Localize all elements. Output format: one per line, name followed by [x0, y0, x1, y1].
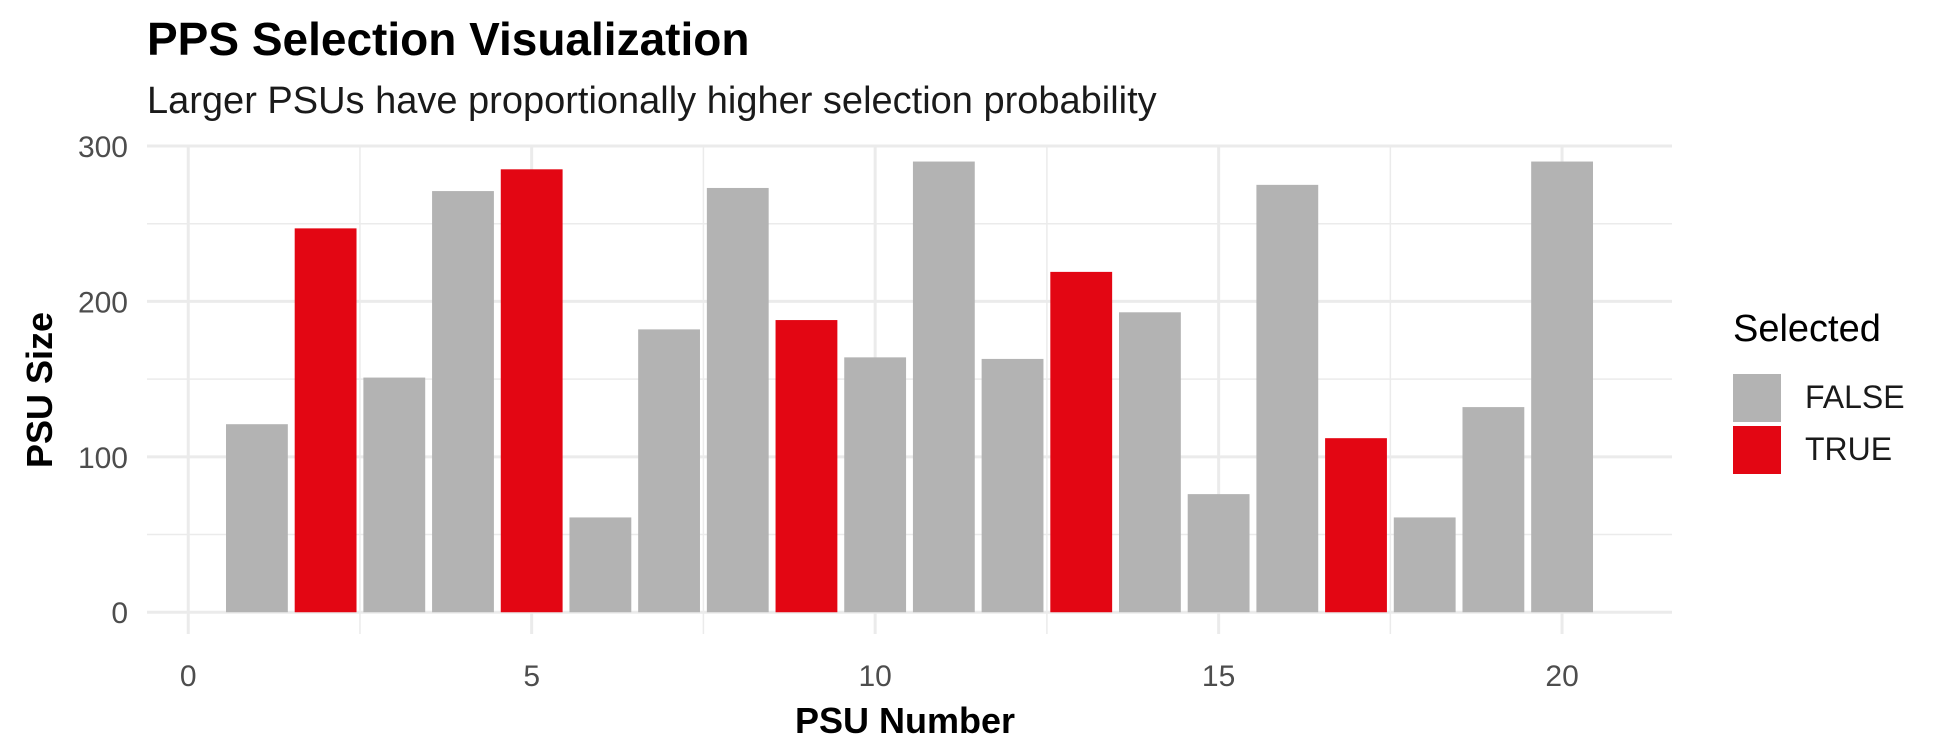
bar-psu-18	[1393, 517, 1456, 613]
bar-psu-15	[1187, 494, 1250, 613]
chart-subtitle: Larger PSUs have proportionally higher s…	[147, 80, 1157, 122]
bar-psu-20	[1531, 161, 1594, 613]
chart-title: PPS Selection Visualization	[147, 13, 750, 65]
y-tick-label: 0	[111, 597, 128, 630]
x-tick-label: 0	[180, 660, 197, 693]
legend-label-true: TRUE	[1805, 431, 1893, 467]
bar-psu-12	[981, 358, 1044, 613]
bar-psu-1	[225, 424, 288, 613]
bar-psu-13	[1050, 271, 1113, 613]
bar-psu-8	[706, 187, 769, 613]
bar-psu-6	[569, 517, 632, 613]
bar-layer	[225, 161, 1594, 613]
legend-label-false: FALSE	[1805, 379, 1905, 415]
legend-key-false	[1733, 374, 1781, 422]
bar-psu-11	[912, 161, 975, 613]
x-axis-title: PSU Number	[795, 700, 1015, 741]
y-tick-label: 200	[78, 286, 128, 319]
bar-psu-14	[1119, 312, 1181, 613]
y-tick-label: 300	[78, 131, 128, 164]
x-tick-label: 10	[858, 660, 891, 693]
x-tick-label: 20	[1545, 660, 1578, 693]
x-tick-label: 15	[1202, 660, 1235, 693]
bar-psu-2	[294, 228, 357, 613]
bar-psu-5	[500, 169, 563, 613]
x-tick-label: 5	[523, 660, 540, 693]
bar-psu-19	[1462, 407, 1525, 613]
bar-psu-4	[432, 191, 494, 613]
bar-psu-17	[1325, 438, 1387, 613]
y-tick-label: 100	[78, 442, 128, 475]
legend: Selected FALSE TRUE	[1733, 308, 1905, 474]
y-axis-title: PSU Size	[19, 312, 60, 468]
bar-psu-3	[363, 377, 426, 613]
legend-title: Selected	[1733, 308, 1881, 350]
bar-psu-9	[775, 320, 838, 613]
bar-psu-16	[1256, 184, 1319, 613]
bar-psu-10	[844, 357, 907, 613]
legend-key-true	[1733, 426, 1781, 474]
bar-psu-7	[638, 329, 700, 613]
